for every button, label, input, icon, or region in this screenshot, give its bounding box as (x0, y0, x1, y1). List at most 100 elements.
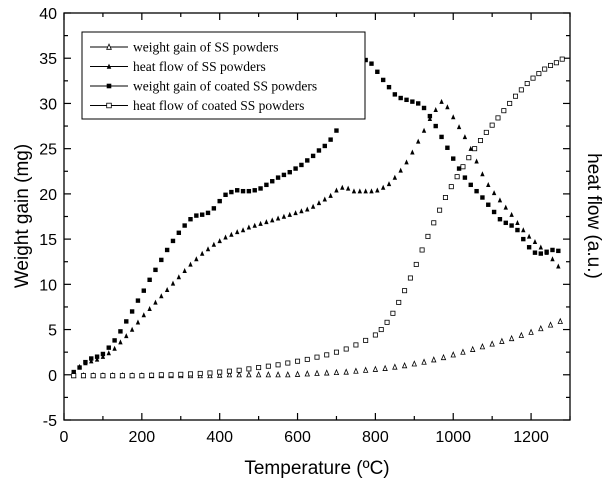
data-point (153, 299, 158, 305)
data-point (188, 217, 193, 222)
data-point (322, 196, 327, 202)
data-point (497, 197, 503, 203)
data-point (472, 146, 478, 152)
data-point (508, 334, 515, 342)
data-point (343, 368, 349, 375)
data-point (489, 340, 495, 347)
data-point (139, 373, 145, 379)
legend-label: heat flow of coated SS powders (133, 98, 304, 113)
data-point (275, 362, 281, 368)
data-point (340, 184, 345, 190)
data-point (427, 113, 433, 119)
data-point (275, 371, 281, 378)
legend-entry: heat flow of coated SS powders (90, 98, 304, 113)
data-point (410, 99, 415, 104)
data-point (556, 248, 561, 254)
data-point (158, 372, 164, 378)
data-point (270, 179, 275, 184)
data-point (182, 223, 187, 228)
data-point (456, 166, 462, 171)
data-point (100, 353, 106, 359)
data-point (182, 267, 187, 273)
data-point (460, 348, 466, 355)
data-point (372, 365, 379, 372)
data-point (416, 138, 421, 144)
x-tick-label: 600 (284, 429, 311, 446)
data-point (118, 339, 123, 345)
data-point (410, 149, 415, 155)
data-point (229, 189, 234, 195)
data-point (223, 192, 228, 197)
data-point (211, 206, 217, 211)
data-point (427, 116, 433, 122)
data-point (256, 365, 262, 371)
data-point (310, 203, 316, 209)
data-point (538, 324, 544, 332)
data-point (369, 61, 374, 66)
data-point (159, 257, 164, 263)
data-point (378, 327, 384, 333)
data-point (334, 187, 339, 193)
data-point (542, 66, 548, 72)
data-point (265, 371, 272, 378)
y-tick-label: 10 (39, 277, 57, 294)
data-point (168, 372, 174, 378)
data-point (524, 81, 530, 87)
data-point (199, 212, 205, 217)
data-point (246, 366, 252, 372)
data-point (480, 171, 485, 177)
data-point (199, 250, 205, 256)
legend-entry: heat flow of SS powders (90, 59, 266, 74)
data-point (530, 75, 536, 81)
data-point (544, 249, 549, 254)
data-point (398, 167, 403, 173)
data-point (425, 233, 431, 239)
data-point (503, 204, 508, 210)
data-point (264, 219, 269, 225)
data-point (178, 371, 184, 377)
data-point (246, 188, 252, 194)
data-point (135, 298, 141, 303)
data-point (211, 241, 217, 247)
data-point (129, 309, 135, 314)
data-point (518, 87, 524, 93)
data-point (532, 250, 538, 255)
data-point (466, 155, 472, 161)
y-axis-title: Weight gain (mg) (12, 144, 33, 288)
data-point (153, 267, 158, 273)
data-point (176, 274, 182, 280)
data-point (477, 138, 483, 144)
data-point (483, 129, 489, 135)
data-point (442, 195, 448, 201)
data-point (468, 145, 473, 151)
series-4 (71, 56, 565, 379)
data-point (439, 98, 444, 104)
data-point (226, 371, 233, 378)
x-tick-label: 800 (362, 429, 389, 446)
data-point (421, 127, 427, 133)
data-point (118, 329, 123, 334)
data-point (491, 190, 497, 196)
data-point (456, 124, 462, 130)
data-point (528, 328, 534, 335)
data-point (384, 319, 390, 325)
y-tick-label: 0 (48, 368, 57, 385)
data-point (460, 164, 466, 170)
data-point (386, 181, 392, 187)
data-point (194, 213, 199, 218)
data-point (106, 350, 111, 356)
data-point (536, 71, 542, 77)
data-point (421, 358, 427, 365)
data-markers (71, 56, 565, 379)
legend-entry: weight gain of SS powders (90, 40, 279, 55)
data-point (217, 198, 222, 204)
data-point (538, 244, 544, 250)
data-point (207, 370, 213, 376)
data-point (187, 371, 193, 377)
data-point (386, 84, 392, 90)
legend-marker (106, 63, 112, 69)
y-tick-label: -5 (43, 413, 57, 430)
legend: weight gain of SS powders heat flow of SS… (81, 31, 366, 120)
data-point (437, 207, 443, 213)
x-tick-label: 200 (128, 429, 155, 446)
